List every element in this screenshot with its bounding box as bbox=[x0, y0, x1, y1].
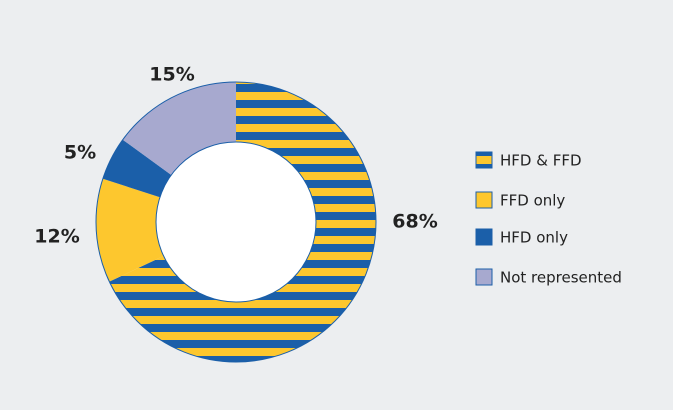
legend-swatch bbox=[475, 268, 493, 286]
donut-slice bbox=[122, 82, 236, 175]
donut-slice bbox=[109, 82, 377, 362]
data-label: 15% bbox=[149, 64, 194, 86]
data-label: 12% bbox=[34, 226, 79, 248]
legend-swatch bbox=[475, 191, 493, 209]
legend-label: HFD only bbox=[500, 229, 568, 247]
donut-hole bbox=[155, 141, 317, 303]
legend-label: Not represented bbox=[500, 269, 622, 287]
donut-outline bbox=[95, 81, 377, 363]
donut-slice bbox=[95, 178, 164, 282]
legend-label: HFD & FFD bbox=[500, 152, 582, 170]
data-label: 68% bbox=[392, 211, 437, 233]
donut-slice bbox=[102, 139, 172, 198]
data-label: 5% bbox=[64, 142, 96, 164]
legend-swatch bbox=[475, 228, 493, 246]
legend-swatch bbox=[475, 151, 493, 169]
legend-label: FFD only bbox=[500, 192, 565, 210]
